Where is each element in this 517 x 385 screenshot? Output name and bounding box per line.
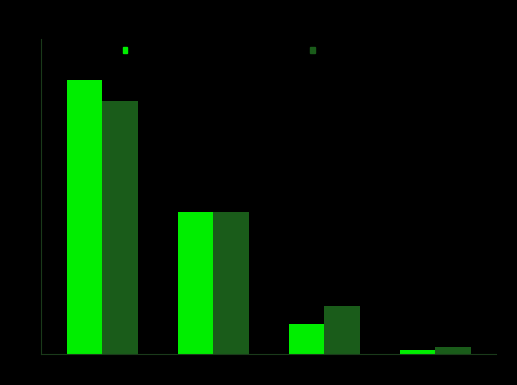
- Bar: [435, 346, 471, 354]
- Bar: [400, 350, 435, 354]
- Bar: [178, 212, 214, 354]
- Legend: Majority-female owned SMEs, Total SMEs: Majority-female owned SMEs, Total SMEs: [120, 44, 372, 57]
- Bar: [67, 80, 102, 354]
- Bar: [214, 212, 249, 354]
- Bar: [324, 306, 360, 354]
- Bar: [102, 101, 138, 354]
- Bar: [289, 325, 324, 354]
